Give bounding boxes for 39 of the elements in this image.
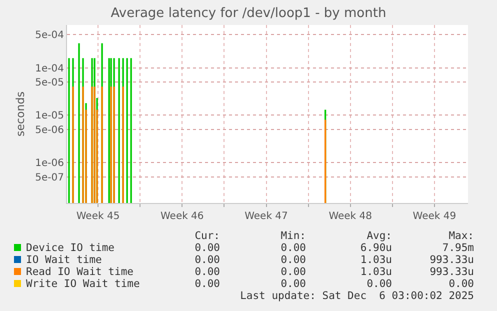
- y-tick-label: 5e-06: [35, 124, 64, 136]
- text: 0.00: [366, 278, 392, 290]
- text: Cur:: [194, 230, 220, 242]
- text: 1.03u: [360, 266, 392, 278]
- text: 6.90u: [360, 242, 392, 254]
- x-tick-label: Week 46: [160, 211, 204, 222]
- chart-title: Average latency for /dev/loop1 - by month: [110, 6, 386, 21]
- legend-label: Read IO Wait time: [26, 266, 134, 278]
- legend-label: Write IO Wait time: [26, 278, 140, 290]
- text: Max:: [448, 230, 474, 242]
- x-tick-label: Week 45: [76, 211, 120, 222]
- y-tick-label: 1e-06: [35, 158, 64, 170]
- y-axis-title: seconds: [14, 91, 27, 136]
- text: 0.00: [280, 266, 306, 278]
- text: 0.00: [280, 254, 306, 266]
- text: 0.00: [448, 278, 474, 290]
- text: 0.00: [280, 242, 306, 254]
- text: 0.00: [194, 266, 220, 278]
- text: Avg:: [366, 230, 392, 242]
- x-tick-label: Week 49: [412, 211, 456, 222]
- y-tick-label: 5e-07: [35, 172, 64, 184]
- y-tick-label: 5e-05: [35, 78, 64, 89]
- text: 993.33u: [430, 254, 474, 266]
- text: 0.00: [194, 242, 220, 254]
- text: 1.03u: [360, 254, 392, 266]
- text: 7.95m: [442, 242, 474, 254]
- text: 0.00: [280, 278, 306, 290]
- x-tick-label: Week 47: [244, 211, 288, 222]
- y-tick-label: 5e-04: [35, 30, 64, 42]
- y-tick-label: 1e-05: [35, 110, 64, 122]
- y-tick-label: 1e-04: [35, 63, 64, 74]
- legend-label: Device IO time: [26, 242, 115, 254]
- x-tick-label: Week 48: [328, 211, 372, 222]
- text: 0.00: [194, 254, 220, 266]
- text: Last update: Sat Dec 6 03:00:02 2025: [240, 290, 474, 302]
- text: 0.00: [194, 278, 220, 290]
- text: 993.33u: [430, 266, 474, 278]
- legend-label: IO Wait time: [26, 254, 102, 266]
- text: Min:: [280, 230, 306, 242]
